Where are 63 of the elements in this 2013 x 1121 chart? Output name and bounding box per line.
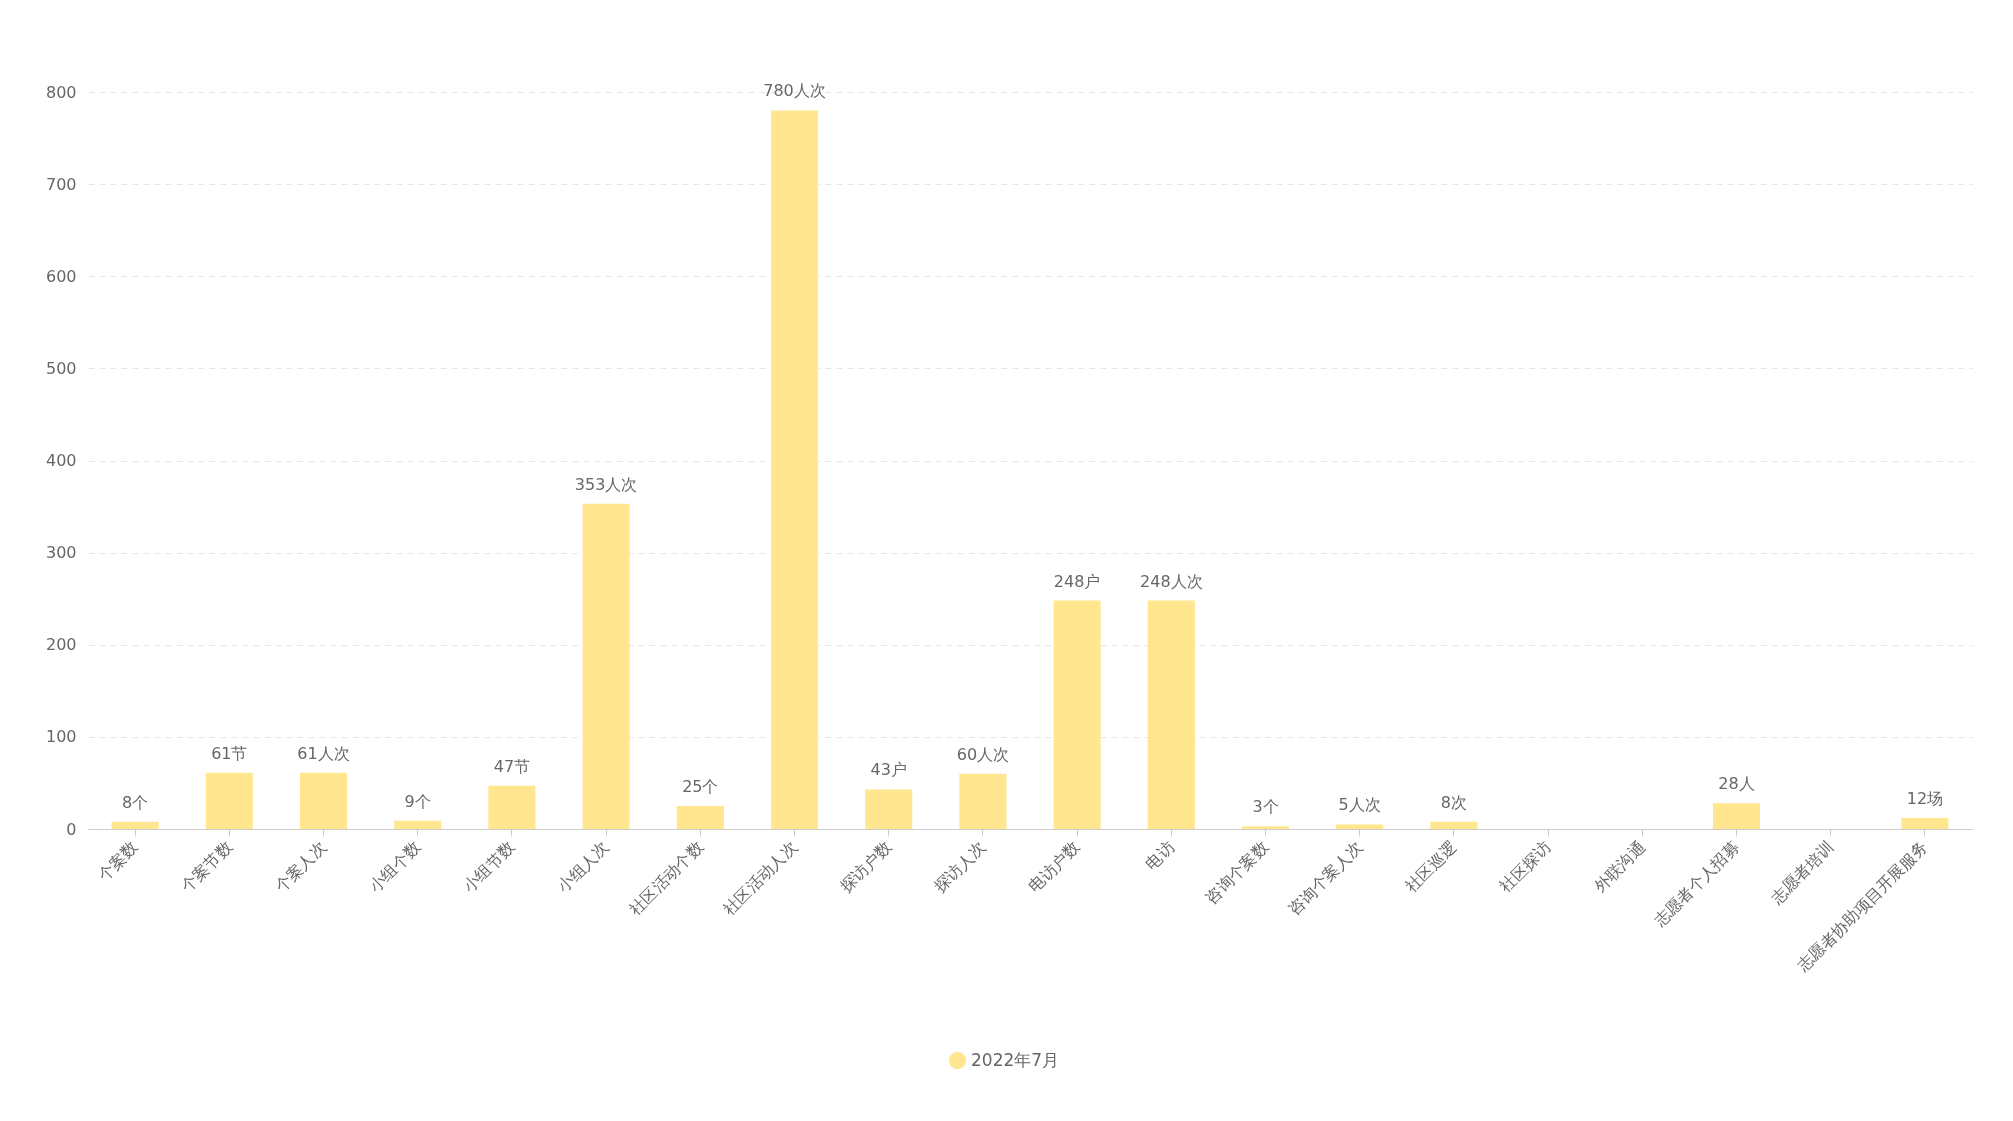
- bar: [1147, 600, 1195, 829]
- legend-label: 2022年7月: [971, 1049, 1060, 1070]
- bar: [676, 805, 724, 829]
- y-tick-label: 700: [45, 174, 77, 194]
- x-tick-label: 探访人次: [930, 837, 990, 897]
- bar: [205, 772, 253, 829]
- y-tick-label: 800: [45, 82, 77, 102]
- x-tick-label: 小组人次: [553, 837, 613, 897]
- bar: [394, 820, 442, 829]
- bar: [1053, 600, 1101, 829]
- bar: [1712, 803, 1761, 829]
- x-tick-label: 电访户数: [1024, 837, 1084, 897]
- x-tick-label: 社区活动个数: [625, 837, 707, 919]
- bar: [299, 772, 348, 829]
- y-tick-label: 500: [45, 358, 77, 378]
- y-tick-label: 200: [45, 635, 77, 655]
- x-tick-label: 小组节数: [459, 837, 519, 897]
- y-tick-label: 300: [45, 543, 77, 563]
- data-label: 60人次: [956, 744, 1010, 764]
- data-label: 8个: [122, 792, 149, 812]
- x-tick-label: 个案数: [94, 837, 142, 885]
- data-label: 28人: [1718, 774, 1755, 794]
- bar: [111, 821, 159, 829]
- x-tick-label: 社区活动人次: [719, 837, 801, 919]
- data-label: 61节: [211, 743, 248, 763]
- data-label: 9个: [404, 791, 431, 811]
- data-label: 25个: [682, 776, 719, 796]
- x-tick-label: 社区探访: [1495, 837, 1555, 897]
- bar: [959, 773, 1007, 829]
- data-label: 61人次: [297, 743, 350, 763]
- bar: [1336, 824, 1384, 829]
- data-label: 248人次: [1140, 571, 1203, 591]
- x-tick-label: 咨询个案人次: [1284, 837, 1367, 919]
- y-tick-label: 400: [45, 451, 77, 470]
- bar: [488, 785, 536, 829]
- y-tick-label: 600: [45, 266, 77, 286]
- x-tick-label: 咨询个案数: [1201, 837, 1272, 908]
- bar: [1901, 817, 1949, 829]
- x-tick-label: 小组个数: [365, 837, 425, 897]
- data-label: 248户: [1053, 571, 1101, 591]
- x-tick-label: 志愿者培训: [1767, 837, 1838, 908]
- bar: [582, 503, 630, 829]
- data-label: 8次: [1440, 792, 1467, 812]
- data-label: 780人次: [763, 81, 826, 101]
- data-label: 353人次: [574, 474, 638, 494]
- bar: [770, 110, 819, 829]
- x-tick-label: 社区巡逻: [1401, 837, 1461, 897]
- x-tick-label: 志愿者个人招募: [1650, 837, 1743, 931]
- y-tick-label: 100: [45, 727, 77, 747]
- data-label: 5人次: [1338, 795, 1381, 815]
- x-tick-label: 电访: [1141, 837, 1178, 874]
- bar: [865, 789, 913, 829]
- x-tick-label: 个案节数: [176, 837, 236, 897]
- y-tick-label: 0: [66, 819, 77, 839]
- bar: [1430, 821, 1478, 829]
- data-label: 12场: [1906, 788, 1944, 808]
- data-label: 43户: [870, 760, 907, 780]
- data-label: 3个: [1252, 797, 1279, 817]
- bar: [1241, 826, 1290, 829]
- x-tick-label: 探访户数: [836, 837, 896, 897]
- x-tick-label: 个案人次: [271, 837, 330, 897]
- x-tick-label: 外联沟通: [1589, 837, 1649, 897]
- data-label: 47节: [493, 756, 531, 776]
